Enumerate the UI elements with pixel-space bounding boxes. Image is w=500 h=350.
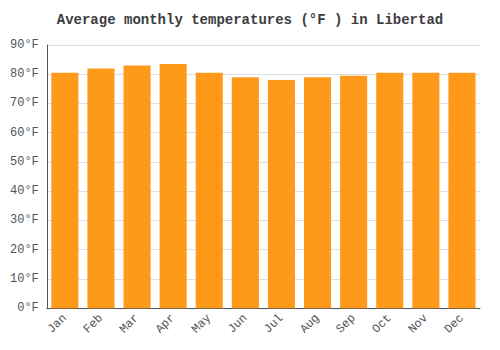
svg-text:50°F: 50°F [10,155,39,169]
svg-text:Dec: Dec [442,311,467,336]
svg-text:Mar: Mar [117,311,142,336]
svg-text:20°F: 20°F [10,243,39,257]
svg-text:Aug: Aug [297,311,322,336]
svg-text:Apr: Apr [153,311,178,336]
svg-text:80°F: 80°F [10,67,39,81]
svg-text:70°F: 70°F [10,96,39,110]
svg-text:0°F: 0°F [17,301,39,315]
svg-text:30°F: 30°F [10,213,39,227]
svg-text:Jan: Jan [45,311,70,336]
svg-text:May: May [189,311,214,336]
svg-text:Feb: Feb [81,311,106,336]
svg-text:Jun: Jun [225,311,250,336]
svg-text:10°F: 10°F [10,272,39,286]
svg-text:60°F: 60°F [10,126,39,140]
svg-text:Nov: Nov [406,311,431,336]
svg-text:Oct: Oct [370,311,395,336]
svg-text:40°F: 40°F [10,184,39,198]
svg-text:90°F: 90°F [10,38,39,52]
svg-text:Average monthly temperatures (: Average monthly temperatures (°F ) in Li… [57,12,443,28]
svg-text:Jul: Jul [261,311,286,336]
svg-text:Sep: Sep [333,311,358,336]
